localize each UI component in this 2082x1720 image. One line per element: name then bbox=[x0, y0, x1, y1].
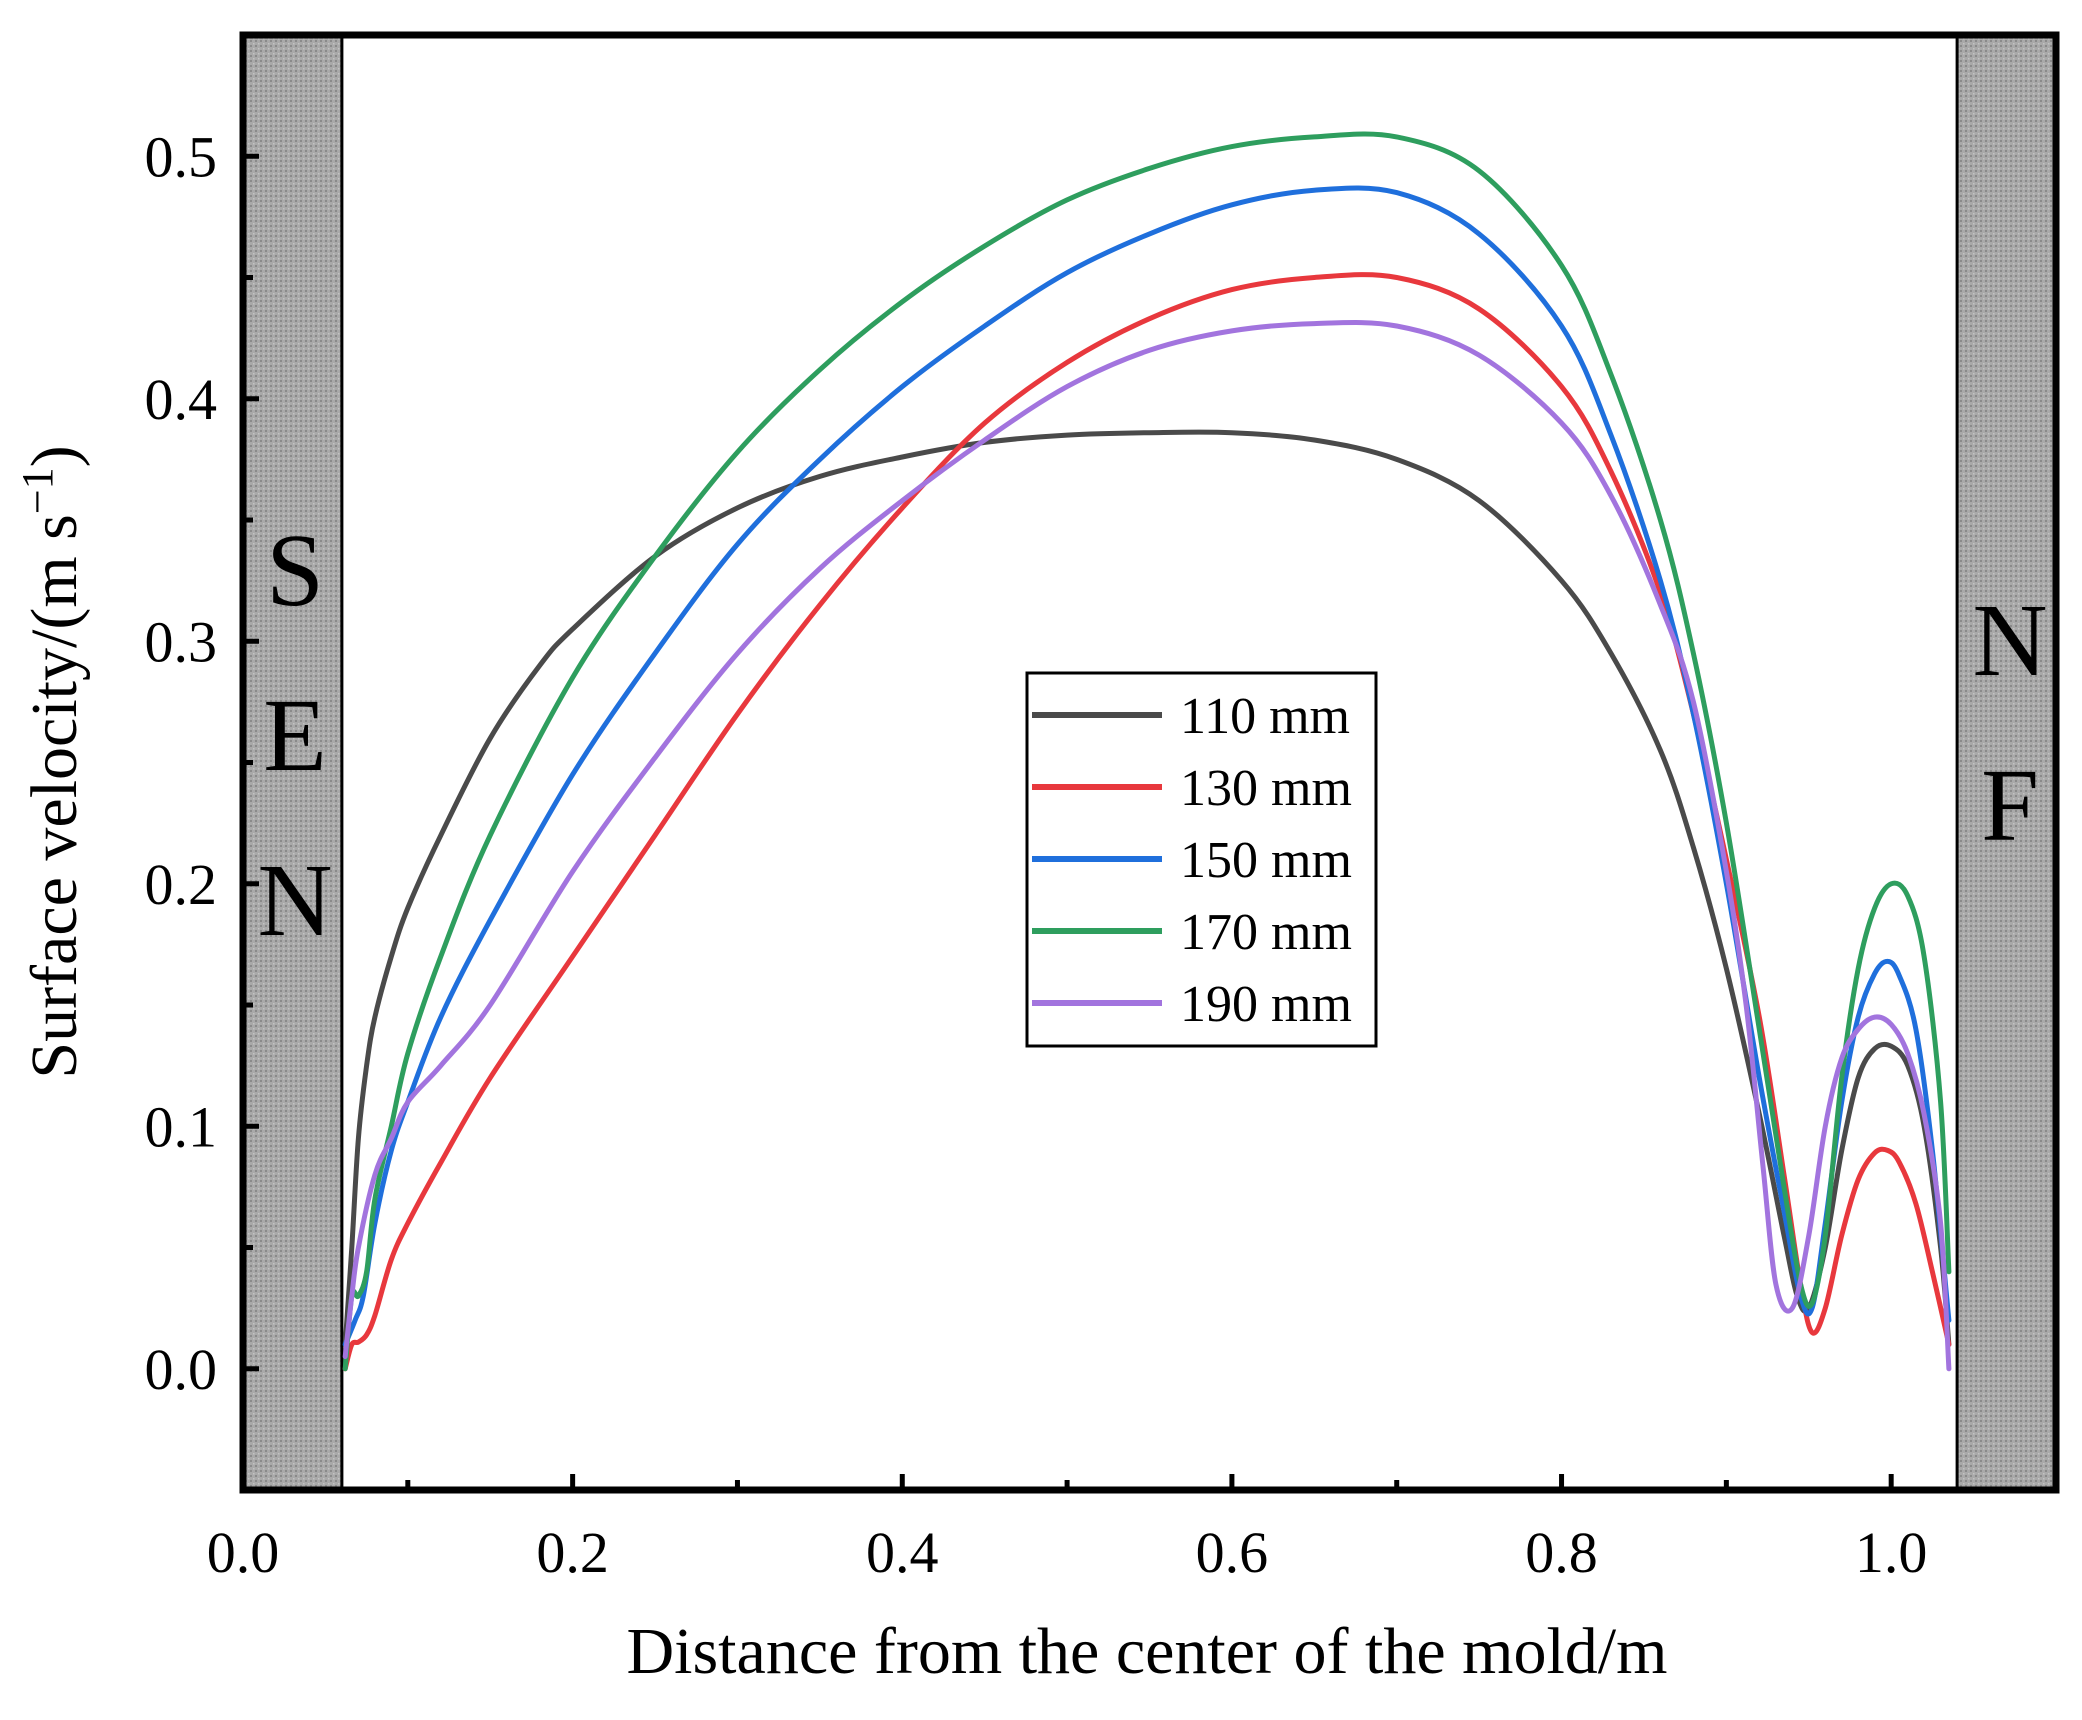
legend-item: 170 mm bbox=[1032, 904, 1352, 961]
legend-item: 150 mm bbox=[1032, 832, 1352, 889]
legend-label: 190 mm bbox=[1180, 976, 1352, 1033]
region-sen: SEN bbox=[241, 33, 344, 1492]
region-sen-letter-2: E bbox=[263, 678, 327, 793]
y-axis-title-main: Surface velocity/(m s bbox=[18, 514, 91, 1078]
region-sen-letter-1: S bbox=[266, 513, 324, 628]
ticks-layer: 0.0 0.2 0.4 0.6 0.8 1.0 0.0 0.1 0.2 0.3 0.4 0.5 bbox=[145, 124, 1928, 1585]
series-layer bbox=[342, 131, 1952, 1372]
y-tick-label: 0.1 bbox=[145, 1094, 218, 1159]
legend: 110 mm 130 mm 150 mm 170 mm 190 mm bbox=[1025, 671, 1378, 1048]
y-tick-label: 0.2 bbox=[145, 852, 218, 917]
legend-item: 110 mm bbox=[1032, 688, 1350, 745]
x-tick-label: 0.8 bbox=[1525, 1520, 1598, 1585]
region-nf: NF bbox=[1955, 33, 2058, 1492]
y-axis-title-unit-exponent: −1 bbox=[13, 467, 62, 514]
region-nf-letter-2: F bbox=[1981, 748, 2039, 863]
y-tick-label: 0.3 bbox=[145, 609, 218, 674]
y-tick-label: 0.5 bbox=[145, 124, 218, 189]
x-tick-label: 0.6 bbox=[1196, 1520, 1269, 1585]
region-sen-band bbox=[241, 33, 344, 1492]
x-tick-label: 0.0 bbox=[207, 1520, 280, 1585]
legend-label: 130 mm bbox=[1180, 760, 1352, 817]
region-nf-letter-1: N bbox=[1972, 583, 2047, 698]
series-line-190-mm bbox=[342, 320, 1952, 1372]
series-line-110-mm bbox=[342, 429, 1952, 1347]
series-line-130-mm bbox=[342, 272, 1952, 1372]
x-axis-title: Distance from the center of the mold/m bbox=[627, 1615, 1668, 1688]
x-tick-label: 0.4 bbox=[866, 1520, 939, 1585]
y-tick-label: 0.4 bbox=[145, 367, 218, 432]
legend-item: 190 mm bbox=[1032, 976, 1352, 1033]
legend-label: 170 mm bbox=[1180, 904, 1352, 961]
y-axis-title-close: ) bbox=[18, 445, 91, 467]
y-axis-title: Surface velocity/(m s−1) bbox=[13, 445, 91, 1078]
series-line-150-mm bbox=[342, 185, 1952, 1347]
legend-label: 150 mm bbox=[1180, 832, 1352, 889]
y-tick-label: 0.0 bbox=[145, 1337, 218, 1402]
x-tick-label: 0.2 bbox=[536, 1520, 609, 1585]
region-sen-letter-3: N bbox=[257, 843, 332, 958]
x-tick-label: 1.0 bbox=[1855, 1520, 1928, 1585]
legend-item: 130 mm bbox=[1032, 760, 1352, 817]
legend-label: 110 mm bbox=[1180, 688, 1350, 745]
